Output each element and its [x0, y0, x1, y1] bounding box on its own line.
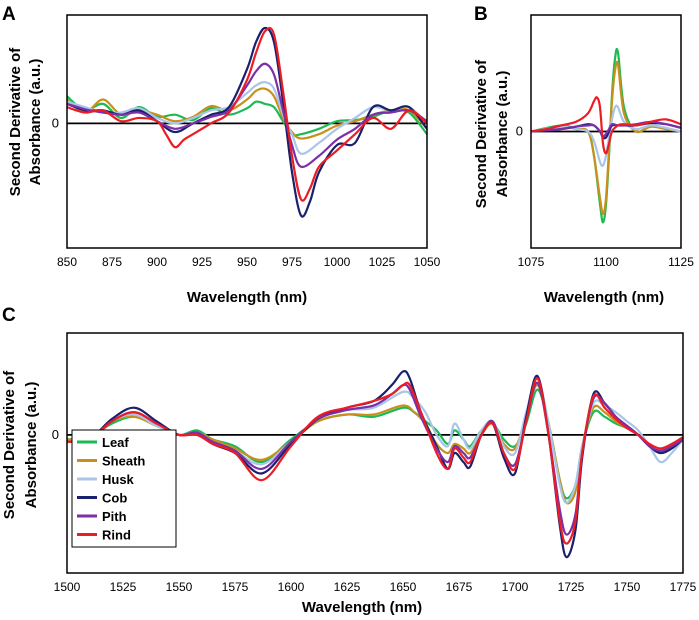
panel-c-xtick-label: 1600: [278, 580, 305, 594]
panel-a-ylabel-line2: Absorbance (a.u.): [27, 59, 44, 186]
panel-c-xtick-label: 1525: [110, 580, 137, 594]
panel-b-xtick-label: 1075: [518, 255, 545, 269]
panel-c-series-sheath: [67, 383, 683, 505]
panel-b-xlabel: Wavelength (nm): [544, 289, 664, 306]
panel-c-xlabel: Wavelength (nm): [302, 599, 422, 616]
panel-c-series-pith: [67, 381, 683, 536]
panel-c-ylabel-line2: Absorbance (a.u.): [23, 382, 40, 509]
panel-a-series-rind: [67, 26, 427, 202]
panel-c-xtick-label: 1675: [446, 580, 473, 594]
panel-a-xtick-label: 975: [282, 255, 302, 269]
panel-c-xtick-label: 1500: [54, 580, 81, 594]
panel-a-xtick-label: 1025: [369, 255, 396, 269]
panel-b-frame: [530, 14, 682, 249]
panel-a-xtick-label: 1000: [324, 255, 351, 269]
panel-c-series-rind: [67, 377, 683, 545]
panel-c-xtick-label: 1575: [222, 580, 249, 594]
panel-a: A 850 875 900 925 950 975 1000 1025 1050 0 Second…: [2, 4, 441, 306]
panel-a-xlabel: Wavelength (nm): [187, 289, 307, 306]
panel-c-frame: [66, 332, 684, 574]
panel-a-letter: A: [2, 4, 16, 25]
legend-label-leaf: Leaf: [102, 435, 129, 450]
panel-a-series-pith: [67, 62, 427, 169]
panel-b-xtick-label: 1125: [668, 255, 694, 269]
legend-label-rind: Rind: [102, 528, 131, 543]
panel-c-xtick-label: 1550: [166, 580, 193, 594]
panel-c-ytick-label: 0: [52, 427, 59, 442]
panel-b-plot: 1075 1100 1125 0: [516, 14, 694, 269]
panel-a-series-husk: [67, 81, 427, 155]
panel-b-xtick-label: 1100: [593, 255, 619, 269]
panel-b: B 1075 1100 1125 0 Second Derivative of Abs…: [473, 4, 694, 306]
panel-c-xtick-label: 1700: [502, 580, 529, 594]
legend-label-sheath: Sheath: [102, 454, 145, 469]
panel-a-plot: 850 875 900 925 950 975 1000 1025 1050 0: [52, 14, 441, 269]
panel-c-xtick-label: 1775: [670, 580, 697, 594]
panel-b-series-husk: [531, 104, 681, 167]
panel-c-plot: 1500 1525 1550 1575 1600 1625 1650 1675 1700 1725…: [52, 332, 697, 594]
panel-a-xtick-label: 925: [192, 255, 212, 269]
legend-box: [71, 429, 177, 548]
panel-c-xtick-label: 1625: [334, 580, 361, 594]
panel-a-xtick-label: 950: [237, 255, 257, 269]
panel-a-xtick-label: 875: [102, 255, 122, 269]
panel-c-ylabel-line1: Second Derivative of: [1, 370, 18, 519]
panel-c-xtick-label: 1650: [390, 580, 417, 594]
legend-label-husk: Husk: [102, 472, 135, 487]
panel-b-ylabel-line1: Second Derivative of: [473, 59, 490, 208]
panel-a-ylabel-line1: Second Derivative of: [7, 47, 24, 196]
panel-a-xtick-label: 1050: [414, 255, 441, 269]
legend-label-pith: Pith: [102, 509, 127, 524]
panel-a-xtick-label: 900: [147, 255, 167, 269]
legend: Leaf Sheath Husk Cob Pith Rind: [71, 429, 177, 548]
panel-c: C 1500 1525 1550 1575 1600 1625 1650 1675 1700 17…: [1, 305, 697, 616]
panel-b-ytick-label: 0: [516, 124, 523, 139]
panel-a-xtick-label: 850: [57, 255, 77, 269]
panel-c-letter: C: [2, 305, 16, 326]
panel-b-series-rind: [531, 96, 681, 155]
panel-a-ytick-label: 0: [52, 115, 59, 130]
panel-b-letter: B: [474, 4, 488, 25]
legend-label-cob: Cob: [102, 491, 127, 506]
panel-c-xtick-label: 1750: [614, 580, 641, 594]
panel-a-frame: [66, 14, 428, 249]
panel-c-xtick-label: 1725: [558, 580, 585, 594]
panel-b-ylabel-line2: Absorbance (a.u.): [494, 71, 511, 198]
panel-a-series-cob: [67, 26, 427, 218]
